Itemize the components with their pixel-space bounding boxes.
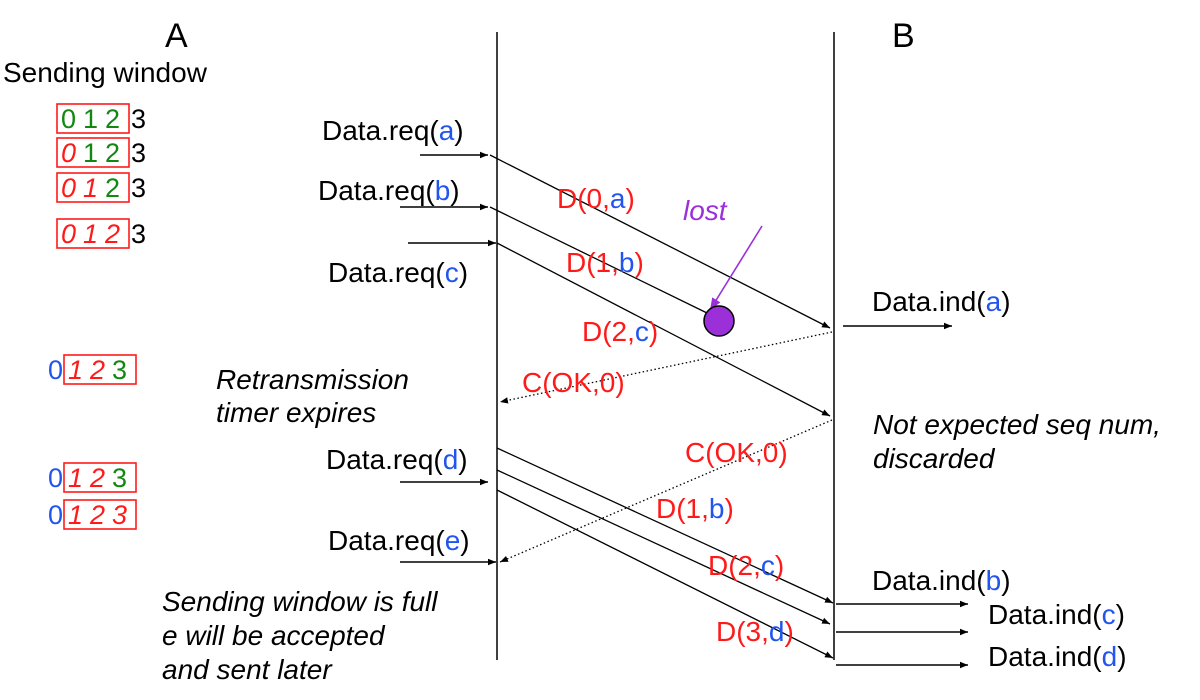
- indication-label: Data.ind(b): [872, 565, 1011, 596]
- window-seq-number: 2: [105, 173, 120, 203]
- window-box: [56, 172, 130, 203]
- ack-label: C(OK,0): [522, 367, 625, 398]
- frame-line: [496, 489, 834, 659]
- request-label: Data.req(c): [328, 257, 468, 288]
- lost-label: lost: [683, 195, 728, 226]
- frame-line: [496, 242, 831, 417]
- frame-label: D(0,a): [557, 183, 635, 214]
- window-seq-number: 0: [61, 138, 76, 168]
- lost-pointer: [709, 225, 763, 311]
- host-a-label: A: [165, 17, 188, 55]
- window-seq-number: 3: [112, 355, 127, 385]
- window-seq-number: 2: [89, 500, 105, 530]
- window-seq-number: 1: [83, 219, 98, 249]
- lost-frame-marker: [703, 305, 735, 337]
- sending-window-title: Sending window: [3, 57, 208, 88]
- window-seq-number: 0: [61, 173, 76, 203]
- frame-line: [489, 206, 708, 314]
- request-label: Data.req(b): [318, 175, 460, 206]
- retransmission-note: Retransmission timer expires: [216, 364, 417, 428]
- window-seq-number: 1: [83, 173, 98, 203]
- frame-label: D(1,b): [656, 493, 734, 524]
- sending-window-snapshots: 0 1 2 30 1 2 30 1 2 30 1 2 30 1 2 30 1 2 30 1 2 3: [48, 103, 146, 530]
- window-seq-number: 3: [131, 219, 146, 249]
- indication-label: Data.ind(a): [872, 286, 1011, 317]
- window-seq-number: 1: [68, 463, 83, 493]
- window-box: [63, 499, 137, 530]
- window-seq-number: 0: [61, 219, 76, 249]
- indication-label: Data.ind(c): [988, 599, 1125, 630]
- frame-label: D(2,c): [582, 316, 658, 347]
- window-seq-number: 2: [105, 138, 120, 168]
- request-label: Data.req(e): [328, 525, 470, 556]
- window-full-note: Sending window is full e will be accepte…: [162, 586, 445, 685]
- window-seq-number: 0: [61, 104, 76, 134]
- ack-label: C(OK,0): [685, 437, 788, 468]
- window-seq-number: 2: [89, 355, 105, 385]
- frame-label: D(2,c): [708, 550, 784, 581]
- window-seq-number: 3: [112, 500, 127, 530]
- window-seq-number: 2: [89, 463, 105, 493]
- request-label: Data.req(a): [322, 115, 464, 146]
- frame-line: [496, 447, 834, 604]
- frame-line: [496, 469, 831, 625]
- window-seq-number: 1: [68, 355, 83, 385]
- discard-note: Not expected seq num, discarded: [873, 409, 1169, 474]
- window-box: [56, 218, 130, 249]
- window-box: [63, 354, 137, 385]
- frame-label: D(1,b): [566, 247, 644, 278]
- window-box: [63, 462, 137, 493]
- window-seq-number: 1: [83, 138, 98, 168]
- window-seq-number: 1: [83, 104, 98, 134]
- window-seq-number: 2: [104, 219, 120, 249]
- window-box: [56, 137, 130, 168]
- window-seq-number: 3: [131, 173, 146, 203]
- host-b-label: B: [892, 17, 915, 55]
- window-seq-number: 3: [131, 138, 146, 168]
- frame-line: [489, 154, 831, 329]
- window-seq-number: 2: [105, 104, 120, 134]
- frame-label: D(3,d): [716, 616, 794, 647]
- window-seq-number: 3: [131, 104, 146, 134]
- window-seq-number: 0: [48, 463, 63, 493]
- window-seq-number: 0: [48, 355, 63, 385]
- ack-line: [499, 331, 833, 404]
- window-seq-number: 3: [112, 463, 127, 493]
- window-box: [56, 103, 130, 134]
- indication-label: Data.ind(d): [988, 641, 1127, 672]
- window-seq-number: 1: [68, 500, 83, 530]
- request-label: Data.req(d): [326, 444, 468, 475]
- ack-line: [499, 419, 833, 563]
- window-seq-number: 0: [48, 500, 63, 530]
